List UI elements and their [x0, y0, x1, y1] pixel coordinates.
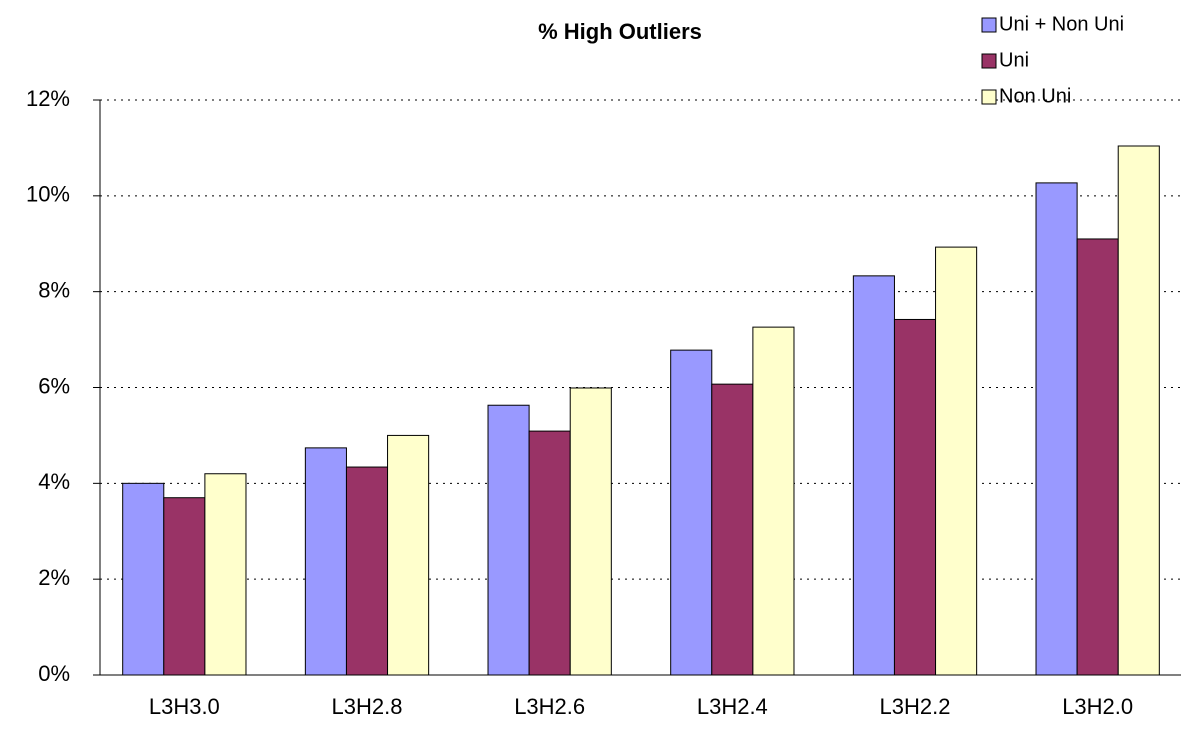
x-tick-label: L3H2.8: [332, 694, 403, 719]
legend-label: Uni: [999, 49, 1029, 71]
legend-swatch: [981, 53, 997, 69]
legend-swatch: [981, 89, 997, 105]
bar: [893, 318, 937, 676]
bar: [1117, 145, 1160, 676]
y-tick-label: 6%: [38, 373, 70, 398]
legend-swatch: [981, 17, 997, 33]
legend-label: Non Uni: [999, 85, 1071, 107]
bar: [852, 275, 895, 676]
bar: [1076, 238, 1119, 676]
legend-label: Uni + Non Uni: [999, 13, 1124, 35]
x-tick-label: L3H2.2: [880, 694, 951, 719]
x-tick-label: L3H3.0: [149, 694, 220, 719]
bar: [387, 434, 430, 676]
bar: [204, 473, 247, 676]
bar: [304, 447, 347, 676]
bar: [528, 430, 571, 676]
bar: [1035, 182, 1078, 676]
bar: [711, 383, 754, 676]
y-tick-label: 2%: [38, 565, 70, 590]
y-tick-label: 12%: [26, 86, 70, 111]
chart-title: % High Outliers: [538, 19, 702, 44]
bar: [163, 497, 206, 676]
y-tick-label: 0%: [38, 661, 70, 686]
bar: [670, 349, 713, 676]
x-tick-label: L3H2.0: [1062, 694, 1133, 719]
bar: [122, 482, 165, 676]
x-tick-label: L3H2.4: [697, 694, 768, 719]
bar: [487, 404, 530, 676]
y-tick-label: 8%: [38, 277, 70, 302]
y-tick-label: 4%: [38, 469, 70, 494]
x-tick-label: L3H2.6: [514, 694, 585, 719]
y-tick-label: 10%: [26, 182, 70, 207]
bar: [345, 466, 389, 676]
bar: [569, 387, 612, 676]
bar: [752, 326, 795, 676]
bar: [935, 246, 978, 676]
